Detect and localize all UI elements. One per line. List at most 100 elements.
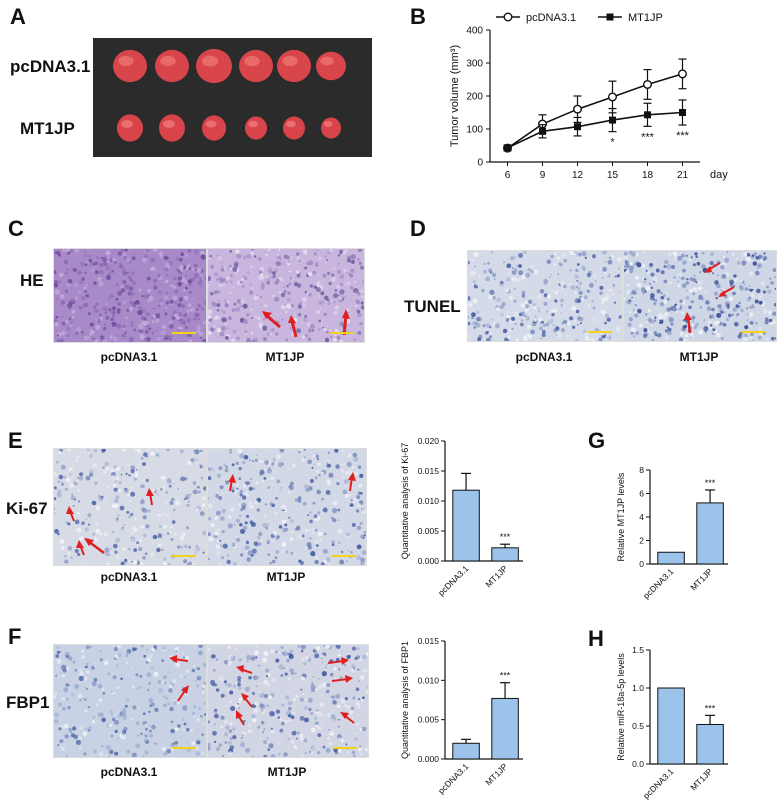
tumor-pcdna <box>239 49 273 83</box>
caption-ki67-mt1jp: MT1JP <box>266 570 306 584</box>
ki67-image-mt1jp <box>207 448 367 566</box>
panel-letter-e: E <box>8 428 23 453</box>
x-tick-label: 6 <box>505 170 511 181</box>
y-tick-label: 2 <box>639 536 644 546</box>
x-tick-label: 12 <box>572 170 584 181</box>
x-tick-label: MT1JP <box>688 766 714 792</box>
y-tick-label: 0.015 <box>418 466 440 476</box>
arrow-icon <box>340 712 355 724</box>
panel-letter-g: G <box>588 428 606 453</box>
data-point <box>607 92 617 102</box>
bar <box>452 489 480 562</box>
x-tick-label: pcDNA3.1 <box>641 566 676 601</box>
arrow-icon <box>228 474 236 492</box>
y-tick-label: 8 <box>639 465 644 475</box>
data-point <box>642 79 652 89</box>
tumor-mt1jp <box>159 114 185 142</box>
x-tick-label: 21 <box>677 170 689 181</box>
y-tick-label: 400 <box>466 26 483 37</box>
x-tick-label: pcDNA3.1 <box>641 766 676 801</box>
tumor-mt1jp <box>245 116 267 140</box>
mt1jp-levels-chart: 0 2 4 6 8 Relative MT1JP levels pcDNA3.1 *** MT1… <box>616 465 728 601</box>
tumors-mt1jp-row <box>117 114 341 142</box>
arrow-icon <box>331 675 353 683</box>
y-axis-label: Tumor volume (mm³) <box>449 45 461 147</box>
bar <box>696 502 724 565</box>
x-tick-label: 18 <box>642 170 654 181</box>
y-tick-label: 0.005 <box>418 715 440 725</box>
caption-tunel-pcdna: pcDNA3.1 <box>515 350 573 364</box>
tumor-pcdna <box>155 49 189 83</box>
row-label-mt1jp: MT1JP <box>20 119 75 138</box>
y-tick-label: 4 <box>639 512 644 522</box>
ki67-image-pcdna <box>53 448 207 566</box>
y-axis-label: Quantitative analysis of Ki-67 <box>400 443 410 560</box>
arrow-icon <box>718 286 735 297</box>
fbp1-image-mt1jp <box>207 644 369 758</box>
x-tick-label: 15 <box>607 170 619 181</box>
arrow-icon <box>236 710 245 726</box>
arrow-icon <box>84 538 105 554</box>
arrow-icon <box>704 262 721 273</box>
legend-label: MT1JP <box>628 12 663 24</box>
y-tick-label: 1.5 <box>632 645 644 655</box>
y-tick-label: 0 <box>639 559 644 569</box>
row-label-pcdna: pcDNA3.1 <box>10 57 91 76</box>
data-point <box>504 144 511 152</box>
tumor-pcdna <box>277 49 311 83</box>
chart-legend: pcDNA3.1 MT1JP <box>496 12 663 24</box>
y-axis-label: Relative MT1JP levels <box>616 472 626 561</box>
arrow-icon <box>236 665 253 674</box>
stain-label-ki67: Ki-67 <box>6 499 48 518</box>
x-tick-label: pcDNA3.1 <box>436 563 471 598</box>
fbp1-image-pcdna <box>53 644 207 758</box>
bar <box>491 697 519 760</box>
panel-letter-f: F <box>8 624 22 649</box>
arrow-icon <box>177 685 189 702</box>
arrow-icon <box>262 311 281 329</box>
y-tick-label: 0.5 <box>632 721 644 731</box>
arrow-icon <box>684 312 692 334</box>
stain-label-he: HE <box>20 271 44 290</box>
y-tick-label: 0 <box>477 158 483 169</box>
tunel-image-pcdna <box>467 250 623 342</box>
data-point <box>644 111 651 119</box>
x-axis-label: day <box>710 169 728 181</box>
bar <box>491 547 519 562</box>
mir18a-levels-chart: 0.0 0.5 1.0 1.5 Relative miR-18a-5p levels pc… <box>616 645 728 801</box>
bar <box>452 742 480 760</box>
y-tick-label: 200 <box>466 92 483 103</box>
y-tick-label: 300 <box>466 59 483 70</box>
significance-label: *** <box>500 532 511 542</box>
significance-label: *** <box>500 671 511 681</box>
y-tick-label: 0.0 <box>632 759 644 769</box>
arrow-icon <box>66 506 75 522</box>
significance-label: *** <box>676 130 690 142</box>
y-tick-label: 0.020 <box>418 436 440 446</box>
significance-label: * <box>610 137 615 149</box>
tumor-mt1jp <box>117 114 143 142</box>
caption-he-pcdna: pcDNA3.1 <box>100 350 158 364</box>
arrow-icon <box>169 655 189 663</box>
x-tick-label: MT1JP <box>483 563 509 589</box>
y-axis-label: Quantitative analysis of FBP1 <box>400 641 410 759</box>
tumor-pcdna <box>316 51 346 81</box>
data-point <box>679 109 686 116</box>
arrow-icon <box>348 472 356 492</box>
significance-label: *** <box>641 131 655 143</box>
y-axis-label: Relative miR-18a-5p levels <box>616 653 626 761</box>
caption-fbp1-pcdna: pcDNA3.1 <box>100 765 158 779</box>
y-tick-label: 0.010 <box>418 675 440 685</box>
he-image-pcdna <box>53 248 207 343</box>
tumor-mt1jp <box>321 117 341 139</box>
tumor-pcdna <box>196 48 232 84</box>
x-tick-label: 9 <box>540 170 546 181</box>
y-tick-label: 1.0 <box>632 683 644 693</box>
panel-letter-a: A <box>10 4 26 29</box>
caption-ki67-pcdna: pcDNA3.1 <box>100 570 158 584</box>
arrow-icon <box>342 309 350 336</box>
fbp1-bar-chart: 0.000 0.005 0.010 0.015 Quantitative analysi… <box>400 636 523 796</box>
data-point <box>609 116 616 124</box>
arrow-icon <box>241 693 253 708</box>
series-line <box>507 111 683 149</box>
